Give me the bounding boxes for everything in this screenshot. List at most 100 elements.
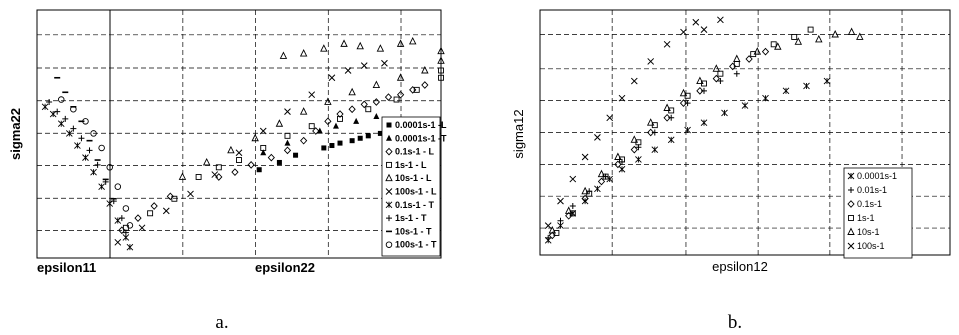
panel-b-point-3-13	[770, 41, 777, 48]
panel-b-ylabel: sigma12	[511, 109, 526, 158]
panel-b-point-3-14	[791, 34, 798, 40]
panel-b-point-0-11	[700, 119, 708, 127]
panel-b-point-5-1	[557, 197, 564, 205]
panel-a-point-4-15	[320, 44, 328, 52]
panel-b-point-2-5	[630, 145, 638, 154]
panel-a-point-5-5	[235, 149, 243, 157]
panel-b-point-4-11	[733, 54, 741, 62]
panel-b-point-1-10	[701, 87, 707, 94]
panel-b-point-2-10	[712, 74, 720, 83]
panel-a-point-3-3	[260, 144, 267, 151]
panel-b-legend-entry-3: 1s-1	[857, 213, 875, 223]
panel-b-point-4-12	[753, 47, 762, 55]
panel-a-legend: 0.0001s-1 -L 0.0001s-1 -T 0.1s-1 - L 1s-1 -…	[381, 116, 447, 257]
panel-a-point-9-1	[70, 105, 77, 113]
panel-b-point-4-10	[712, 64, 721, 72]
panel-a-point-3-0	[195, 174, 202, 180]
panel-a-xlabel-right: epsilon22	[255, 260, 315, 275]
panel-a-point-3-8	[393, 96, 400, 103]
panel-a-point-5-6	[259, 127, 267, 135]
panel-a-point-7-2	[62, 115, 69, 122]
panel-a-point-3-6	[337, 115, 343, 122]
panel-b-legend: 0.0001s-1 0.01s-1 0.1s-1 1s-1 10s-1 100s-1	[843, 167, 913, 259]
panel-a-point-4-20	[408, 36, 417, 45]
panel-a-legend-marker-9	[385, 241, 393, 248]
panel-b-legend-entry-0: 0.0001s-1	[857, 171, 897, 181]
panel-b-point-5-4	[594, 134, 601, 141]
panel-a-point-4-13	[279, 51, 288, 59]
panel-b-point-5-3	[581, 153, 589, 161]
panel-b-point-5-12	[700, 26, 708, 33]
panel-a-caption: a.	[215, 312, 228, 333]
panel-a-point-5-9	[328, 74, 336, 82]
panel-b-legend-marker-1	[848, 187, 854, 193]
panel-a-point-7-9	[118, 215, 125, 222]
panel-a-point-9-3	[90, 130, 97, 137]
panel-b-point-0-13	[741, 102, 749, 109]
panel-a-legend-marker-7	[386, 215, 392, 222]
panel-b-point-4-15	[815, 34, 823, 43]
panel-b-point-0-17	[823, 77, 831, 85]
panel-b-point-2-3	[597, 177, 606, 186]
panel-a-point-6-0	[41, 103, 49, 111]
panel-a-legend-marker-3	[386, 161, 392, 168]
panel-a-point-7-10	[122, 229, 129, 236]
panel-b-point-4-3	[597, 169, 606, 178]
panel-b-legend-marker-2	[847, 200, 855, 208]
panel-a-point-6-3	[66, 130, 73, 137]
panel-b-point-4-9	[696, 76, 704, 85]
panel-b-point-2-2	[581, 194, 589, 203]
panel-b-point-1-11	[717, 78, 724, 85]
panel-a-legend-marker-6	[385, 201, 393, 209]
panel-a-point-3-5	[308, 123, 315, 130]
panel-a-point-2-6	[312, 127, 320, 135]
panel-b-point-0-6	[618, 165, 626, 173]
panel-b-point-1-12	[733, 70, 740, 77]
panel-b-point-4-4	[614, 152, 622, 160]
panel-a-point-5-12	[381, 59, 388, 67]
panel-a-point-7-5	[86, 147, 93, 154]
panel-b-point-0-14	[762, 94, 769, 102]
panel-a-legend-marker-0	[386, 122, 392, 128]
panel-b-point-1-1	[557, 217, 564, 224]
panel-b-point-4-13	[774, 42, 782, 50]
panel-a-point-2-1	[231, 168, 239, 176]
panel-b-point-0-16	[803, 82, 810, 90]
panel-b-point-2-12	[745, 55, 753, 63]
panel-b-point-0-7	[635, 156, 642, 163]
panel-a-point-4-6	[324, 97, 332, 105]
panel-a-point-2-13	[396, 90, 405, 99]
panel-a-ylabel: sigma22	[8, 108, 23, 160]
panel-a-point-4-19	[396, 39, 405, 47]
panel-b-point-0-8	[651, 146, 659, 153]
panel-a-point-0-2	[337, 140, 343, 146]
panel-a-legend-entry-5: 100s-1 - L	[395, 187, 437, 197]
panel-a-legend-entry-6: 0.1s-1 - T	[395, 200, 435, 210]
panel-b-gridlines	[540, 10, 950, 255]
panel-a-legend-entry-2: 0.1s-1 - L	[395, 147, 435, 157]
panel-b-point-5-2	[569, 175, 577, 183]
panel-b-point-0-12	[721, 109, 728, 117]
panel-a-point-3-1	[215, 164, 222, 171]
panel-a-point-5-8	[308, 91, 316, 99]
panel-b-point-0-15	[782, 87, 790, 95]
panel-a-point-2-12	[384, 93, 393, 101]
panel-b-legend-marker-0	[847, 172, 855, 180]
panel-a-legend-entry-1: 0.0001s-1 -T	[395, 133, 447, 143]
panel-b-point-4-1	[564, 206, 573, 214]
panel-a-point-0-5	[365, 133, 371, 139]
panel-a-point-7-3	[70, 125, 77, 132]
panel-a-point-6-6	[90, 168, 97, 176]
panel-a-point-2-3	[267, 153, 275, 162]
panel-a-point-4-17	[356, 41, 364, 50]
panel-a-point-4-8	[372, 80, 381, 88]
panel-a-legend-entry-8: 10s-1 - T	[395, 226, 432, 236]
panel-b-point-1-7	[651, 129, 658, 136]
panel-a-legend-entry-0: 0.0001s-1 -L	[395, 120, 447, 130]
panel-a-point-9-7	[122, 205, 130, 212]
panel-a-point-9-5	[106, 164, 113, 171]
panel-a-point-0-3	[349, 138, 355, 144]
panel-a-point-2-17	[150, 202, 158, 210]
panel-a-point-2-4	[283, 146, 292, 155]
